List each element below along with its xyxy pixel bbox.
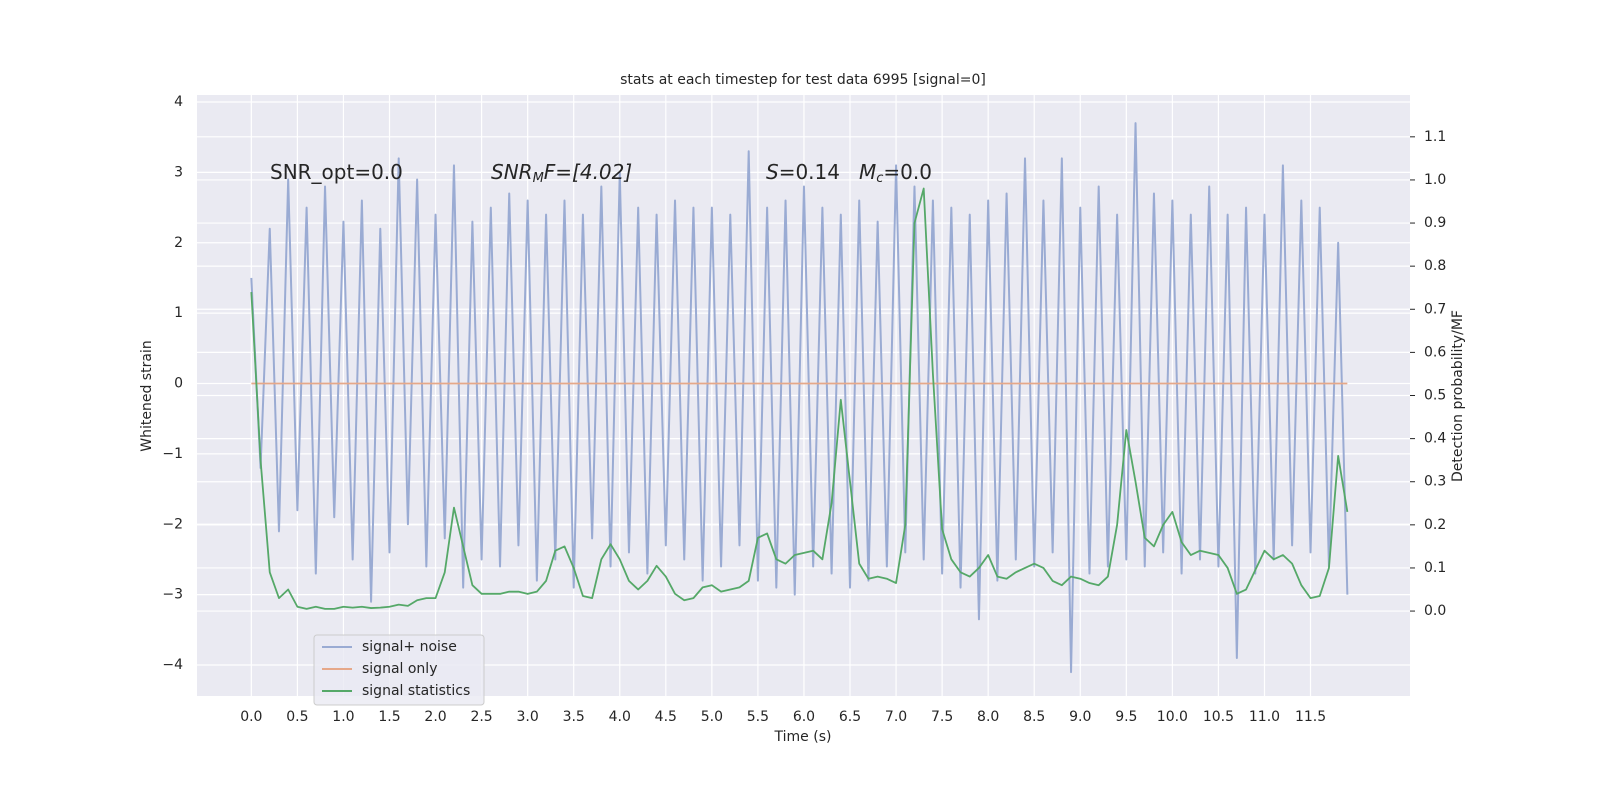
x-tick-label: 7.5	[931, 709, 953, 725]
x-tick-label: 10.0	[1157, 709, 1188, 725]
y2-tick-label: 0.8	[1424, 258, 1446, 274]
legend-box	[313, 634, 485, 706]
x-tick-label: 5.5	[747, 709, 769, 725]
y2-axis-label: Detection probability/MF	[1450, 310, 1466, 482]
chart-title: stats at each timestep for test data 699…	[620, 72, 986, 88]
x-tick-label: 3.5	[563, 709, 585, 725]
annotation: SNR_opt=0.0	[270, 160, 403, 184]
x-tick-label: 1.0	[332, 709, 354, 725]
y-tick-label: −4	[162, 657, 183, 673]
x-tick-label: 3.0	[517, 709, 539, 725]
x-tick-label: 2.5	[470, 709, 492, 725]
x-tick-label: 8.5	[1023, 709, 1045, 725]
y2-tick-label: 1.1	[1424, 129, 1446, 145]
legend: signal+ noise signal only signal statistic…	[313, 634, 485, 706]
annotation: SNRMF=[4.02]	[491, 160, 632, 186]
x-tick-label: 0.0	[240, 709, 262, 725]
legend-label: signal statistics	[362, 683, 470, 699]
annotation-part: c	[876, 171, 883, 186]
series-line	[250, 122, 1349, 674]
x-tick-label: 4.0	[609, 709, 631, 725]
annotation-part: SNR_opt=0.0	[270, 160, 403, 184]
annotation: S=0.14	[766, 160, 840, 184]
legend-label: signal+ noise	[362, 639, 457, 655]
annotation-part: M	[859, 160, 876, 184]
y-tick-label: −2	[162, 516, 183, 532]
y2-tick-label: 1.0	[1424, 172, 1446, 188]
x-tick-label: 2.0	[424, 709, 446, 725]
x-tick-label: 10.5	[1203, 709, 1234, 725]
annotation-part: F=[4.02]	[544, 160, 632, 184]
x-tick-label: 9.5	[1115, 709, 1137, 725]
annotation: Mc=0.0	[859, 160, 932, 186]
x-tick-label: 11.0	[1249, 709, 1280, 725]
x-tick-label: 5.0	[701, 709, 723, 725]
x-tick-label: 0.5	[286, 709, 308, 725]
x-axis-label: Time (s)	[774, 729, 832, 745]
annotation-part: =0.14	[779, 160, 840, 184]
y-tick-label: 2	[174, 235, 183, 251]
y-axis-label: Whitened strain	[139, 340, 155, 451]
annotation-part: =0.0	[883, 160, 932, 184]
y2-tick-label: 0.5	[1424, 388, 1446, 404]
x-tick-label: 6.5	[839, 709, 861, 725]
x-tick-label: 7.0	[885, 709, 907, 725]
y2-tick-label: 0.7	[1424, 301, 1446, 317]
annotation-part: S	[766, 160, 779, 184]
y-tick-label: 1	[174, 305, 183, 321]
x-tick-label: 11.5	[1295, 709, 1326, 725]
y2-tick-label: 0.0	[1424, 603, 1446, 619]
x-tick-label: 6.0	[793, 709, 815, 725]
marks	[250, 122, 1349, 674]
y2-tick-label: 0.9	[1424, 215, 1446, 231]
x-tick-label: 1.5	[378, 709, 400, 725]
y-tick-label: 4	[174, 94, 183, 110]
y-tick-label: −1	[162, 446, 183, 462]
y2-tick-label: 0.6	[1424, 344, 1446, 360]
legend-label: signal only	[362, 661, 437, 677]
series-line	[250, 187, 1349, 610]
y-tick-label: 0	[174, 376, 183, 392]
y-tick-label: −3	[162, 587, 183, 603]
annotation-part: SNR	[491, 160, 533, 184]
y2-tick-label: 0.3	[1424, 474, 1446, 490]
y2-tick-label: 0.1	[1424, 560, 1446, 576]
y2-tick-label: 0.4	[1424, 431, 1446, 447]
x-tick-label: 8.0	[977, 709, 999, 725]
x-tick-label: 4.5	[655, 709, 677, 725]
x-tick-label: 9.0	[1069, 709, 1091, 725]
y2-tick-label: 0.2	[1424, 517, 1446, 533]
annotation-part: M	[533, 171, 544, 186]
y-tick-label: 3	[174, 164, 183, 180]
